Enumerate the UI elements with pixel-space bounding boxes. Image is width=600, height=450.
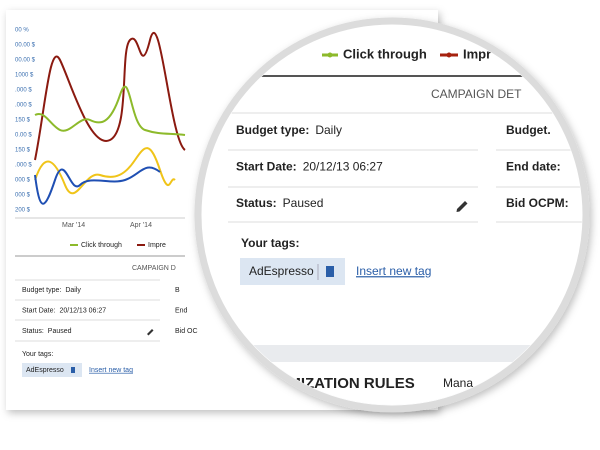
- tag[interactable]: AdEspresso: [26, 367, 64, 374]
- legend-item: Impre: [148, 242, 166, 249]
- background-chart: 00 % 00.00 $ 00.00 $ 1000 $ .000 $ .000 $ 150 …: [15, 28, 186, 249]
- y-label: 0.00 $: [15, 133, 32, 139]
- field-label: Bid OC: [175, 328, 198, 335]
- field-label: Start Date:: [236, 160, 297, 174]
- panel-header: CAMPAIGN D: [132, 265, 176, 272]
- y-label: 150 $: [15, 148, 31, 154]
- legend-item: Click through: [81, 242, 122, 249]
- delete-icon[interactable]: [326, 266, 334, 277]
- y-label: 000 $: [15, 193, 31, 199]
- red-line: [34, 31, 186, 161]
- field-label: Status:: [22, 328, 44, 335]
- field-label: End date:: [506, 160, 561, 174]
- field-label: Bid OCPM:: [506, 196, 569, 210]
- field-value: Paused: [48, 328, 72, 335]
- tag[interactable]: AdEspresso: [249, 264, 314, 278]
- field-value: 20/12/13 06:27: [303, 160, 383, 174]
- field-value: Daily: [315, 123, 342, 137]
- blue-line: [34, 166, 161, 205]
- panel-header: CAMPAIGN DET: [431, 87, 522, 101]
- y-label: 00 %: [15, 28, 29, 34]
- edit-icon[interactable]: [456, 201, 468, 212]
- field-label: Budget type:: [236, 123, 309, 137]
- green-line: [34, 85, 186, 136]
- y-label: .000 $: [15, 103, 32, 109]
- insert-tag-link[interactable]: Insert new tag: [89, 367, 133, 374]
- field-value: 20/12/13 06:27: [59, 307, 106, 314]
- insert-tag-link[interactable]: Insert new tag: [356, 264, 431, 278]
- y-label: 1000 $: [15, 73, 34, 79]
- field-label: Start Date:: [22, 307, 56, 314]
- legend-item: Click through: [343, 46, 427, 61]
- field-value: Daily: [65, 287, 81, 294]
- field-label: Status:: [236, 196, 277, 210]
- x-label: Mar '14: [62, 222, 85, 229]
- field-label: Budget.: [506, 123, 551, 137]
- field-value: Paused: [283, 196, 324, 210]
- x-label: Apr '14: [130, 222, 152, 229]
- field-label: B: [175, 287, 180, 294]
- legend-item: Impr: [463, 46, 491, 61]
- tags-label: Your tags:: [22, 351, 53, 358]
- y-label: 00.00 $: [15, 43, 36, 49]
- tags-label: Your tags:: [241, 236, 299, 250]
- field-label: End: [175, 307, 188, 314]
- y-label: .000 $: [15, 88, 32, 94]
- small-panel: CAMPAIGN D Budget type: Daily B Start Date:…: [15, 255, 198, 377]
- magnified-view: Click through Impr CAMPAIGN DET Budget t…: [202, 25, 582, 405]
- y-label: 200 $: [15, 208, 31, 214]
- y-label: 000 $: [15, 178, 31, 184]
- section-link[interactable]: Mana: [443, 376, 473, 390]
- yellow-line: [34, 147, 176, 195]
- y-label: 00.00 $: [15, 58, 36, 64]
- field-label: Budget type:: [22, 287, 61, 294]
- y-label: 150 $: [15, 118, 31, 124]
- y-label: .000 $: [15, 163, 32, 169]
